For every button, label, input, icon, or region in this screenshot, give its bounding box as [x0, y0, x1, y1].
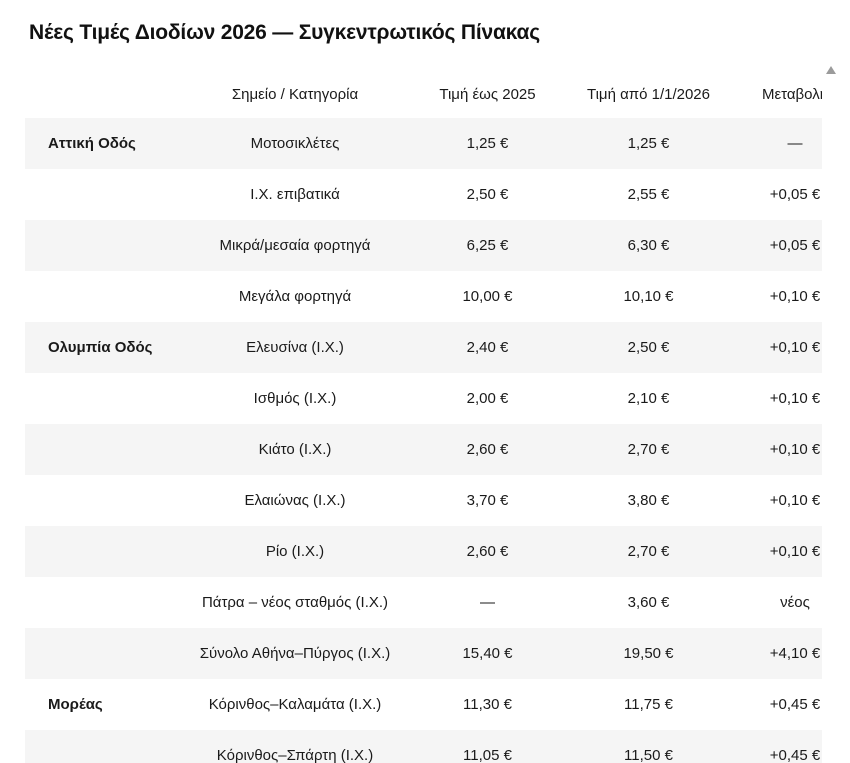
price-2025-cell: 2,40 € [466, 339, 509, 356]
change-cell: +4,10 € [769, 645, 821, 662]
price-2025-cell: 2,00 € [466, 390, 509, 407]
price-2025-cell: 1,25 € [466, 135, 509, 152]
price-2026-cell: 11,75 € [624, 696, 673, 713]
change-cell: +0,10 € [769, 441, 821, 458]
category-cell: Ελαιώνας (Ι.Χ.) [244, 492, 346, 509]
table-row: Μεγάλα φορτηγά 10,00 € 10,10 € +0,10 € [25, 271, 822, 322]
price-2026-cell: 1,25 € [627, 135, 670, 152]
price-2025-cell: 3,70 € [466, 492, 509, 509]
table-row: Σύνολο Αθήνα–Πύργος (Ι.Χ.) 15,40 € 19,50… [25, 628, 822, 679]
change-cell: — [787, 135, 803, 152]
price-2025-cell: 11,05 € [463, 747, 512, 763]
category-cell: Ισθμός (Ι.Χ.) [253, 390, 337, 407]
table-scroll-viewport[interactable]: Σημείο / Κατηγορία Τιμή έως 2025 Τιμή απ… [25, 70, 822, 763]
price-2025-cell: 2,60 € [466, 441, 509, 458]
change-cell: +0,10 € [769, 390, 821, 407]
category-cell: Κόρινθος–Καλαμάτα (Ι.Χ.) [208, 696, 382, 713]
price-2026-cell: 10,10 € [623, 288, 674, 305]
scrollbar-up-arrow-icon[interactable] [826, 66, 836, 74]
change-cell: +0,10 € [769, 492, 821, 509]
road-name-cell: Μορέας [48, 696, 103, 713]
page-title: Νέες Τιμές Διοδίων 2026 — Συγκεντρωτικός… [29, 21, 540, 44]
price-2026-cell: 2,70 € [627, 441, 670, 458]
category-cell: Σύνολο Αθήνα–Πύργος (Ι.Χ.) [199, 645, 391, 662]
table-row: Μικρά/μεσαία φορτηγά 6,25 € 6,30 € +0,05… [25, 220, 822, 271]
category-cell: Πάτρα – νέος σταθμός (Ι.Χ.) [201, 594, 389, 611]
price-2026-cell: 2,55 € [627, 186, 670, 203]
table-row: Ι.Χ. επιβατικά 2,50 € 2,55 € +0,05 € [25, 169, 822, 220]
col-header-price-2026: Τιμή από 1/1/2026 [586, 85, 710, 103]
price-2025-cell: 11,30 € [463, 696, 512, 713]
category-cell: Μεγάλα φορτηγά [238, 288, 352, 305]
toll-price-table: Σημείο / Κατηγορία Τιμή έως 2025 Τιμή απ… [25, 70, 822, 763]
change-cell: νέος [780, 594, 810, 611]
table-row: Ρίο (Ι.Χ.) 2,60 € 2,70 € +0,10 € [25, 526, 822, 577]
col-header-category: Σημείο / Κατηγορία [231, 85, 359, 103]
table-body: Αττική Οδός Μοτοσικλέτες 1,25 € 1,25 € —… [25, 118, 822, 763]
table-row: Ισθμός (Ι.Χ.) 2,00 € 2,10 € +0,10 € [25, 373, 822, 424]
price-2026-cell: 2,70 € [627, 543, 670, 560]
category-cell: Μοτοσικλέτες [250, 135, 340, 152]
change-cell: +0,45 € [769, 747, 821, 763]
road-name-cell: Αττική Οδός [48, 135, 136, 152]
price-2025-cell: 2,60 € [466, 543, 509, 560]
price-2026-cell: 2,10 € [627, 390, 670, 407]
change-cell: +0,45 € [769, 696, 821, 713]
price-2025-cell: 10,00 € [462, 288, 513, 305]
category-cell: Ρίο (Ι.Χ.) [265, 543, 325, 560]
col-header-price-2025: Τιμή έως 2025 [439, 85, 536, 103]
price-2025-cell: 15,40 € [462, 645, 513, 662]
change-cell: +0,05 € [769, 237, 821, 254]
price-2026-cell: 11,50 € [624, 747, 673, 763]
table-row: Ολυμπία Οδός Ελευσίνα (Ι.Χ.) 2,40 € 2,50… [25, 322, 822, 373]
change-cell: +0,05 € [769, 186, 821, 203]
road-name-cell: Ολυμπία Οδός [48, 339, 153, 356]
col-header-change: Μεταβολή [761, 85, 822, 103]
price-2026-cell: 19,50 € [623, 645, 674, 662]
price-2025-cell: 6,25 € [466, 237, 509, 254]
price-2026-cell: 3,80 € [627, 492, 670, 509]
category-cell: Κόρινθος–Σπάρτη (Ι.Χ.) [216, 747, 374, 763]
category-cell: Κιάτο (Ι.Χ.) [258, 441, 332, 458]
category-cell: Μικρά/μεσαία φορτηγά [219, 237, 371, 254]
change-cell: +0,10 € [769, 543, 821, 560]
table-row: Κιάτο (Ι.Χ.) 2,60 € 2,70 € +0,10 € [25, 424, 822, 475]
price-2025-cell: 2,50 € [466, 186, 509, 203]
price-2026-cell: 6,30 € [627, 237, 670, 254]
table-row: Ελαιώνας (Ι.Χ.) 3,70 € 3,80 € +0,10 € [25, 475, 822, 526]
table-row: Μορέας Κόρινθος–Καλαμάτα (Ι.Χ.) 11,30 € … [25, 679, 822, 730]
table-row: Κόρινθος–Σπάρτη (Ι.Χ.) 11,05 € 11,50 € +… [25, 730, 822, 763]
price-2026-cell: 3,60 € [627, 594, 670, 611]
change-cell: +0,10 € [769, 288, 821, 305]
category-cell: Ελευσίνα (Ι.Χ.) [246, 339, 344, 356]
table-row: Πάτρα – νέος σταθμός (Ι.Χ.) — 3,60 € νέο… [25, 577, 822, 628]
change-cell: +0,10 € [769, 339, 821, 356]
price-2026-cell: 2,50 € [627, 339, 670, 356]
category-cell: Ι.Χ. επιβατικά [250, 186, 340, 203]
table-header-row: Σημείο / Κατηγορία Τιμή έως 2025 Τιμή απ… [25, 70, 822, 118]
price-2025-cell: — [480, 594, 495, 611]
table-row: Αττική Οδός Μοτοσικλέτες 1,25 € 1,25 € — [25, 118, 822, 169]
